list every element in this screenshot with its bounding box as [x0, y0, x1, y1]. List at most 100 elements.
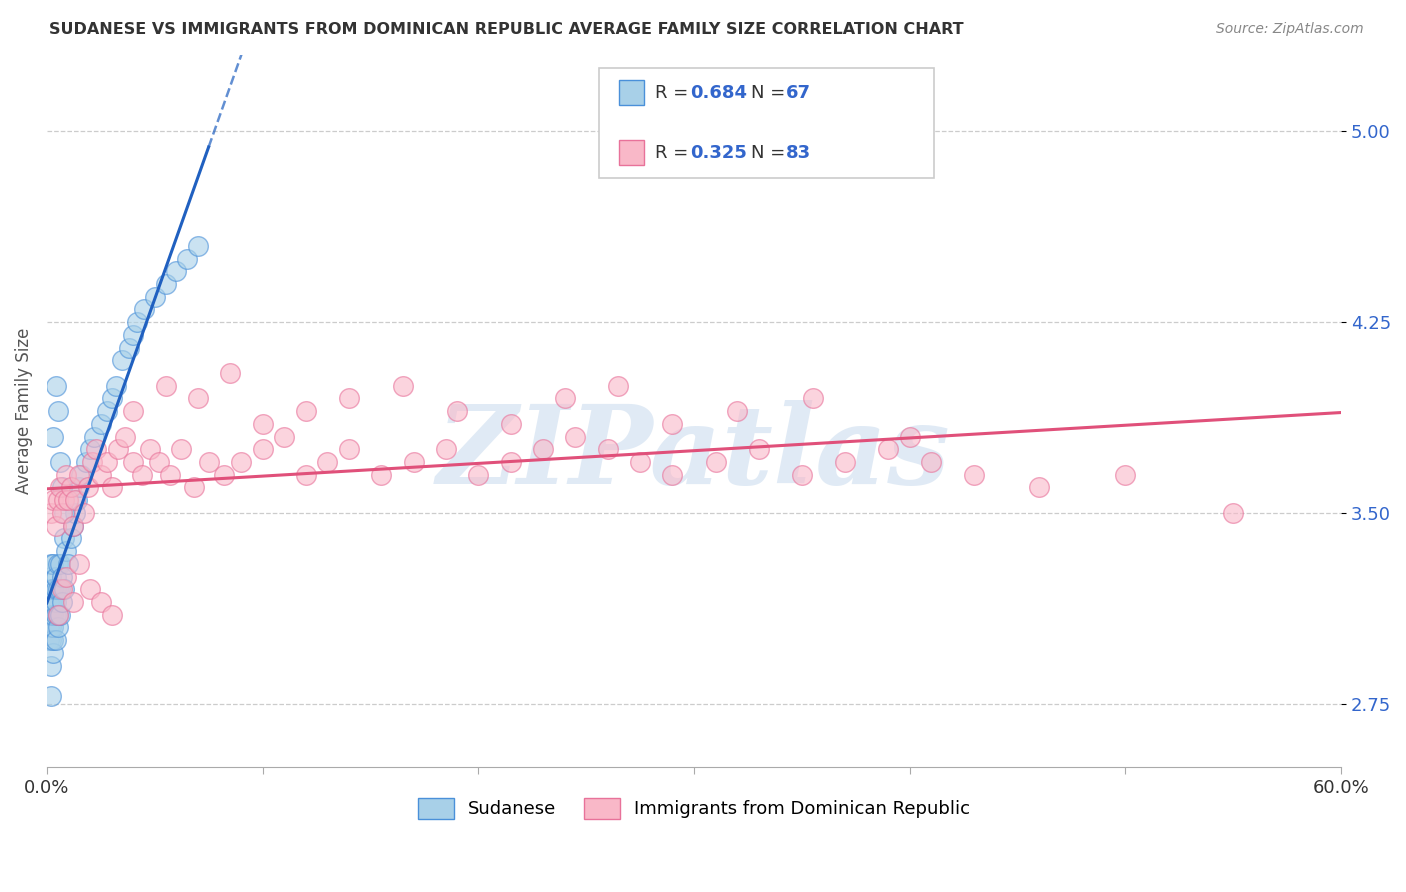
Point — [62, 595, 84, 609]
Point — [252, 442, 274, 457]
Point — [564, 429, 586, 443]
Point — [79, 582, 101, 597]
Point — [42, 633, 65, 648]
Point — [76, 481, 98, 495]
Point — [38, 633, 60, 648]
Point — [63, 506, 86, 520]
Point — [38, 620, 60, 634]
Y-axis label: Average Family Size: Average Family Size — [15, 328, 32, 494]
Point — [183, 481, 205, 495]
Point — [122, 404, 145, 418]
Point — [187, 392, 209, 406]
Point — [790, 467, 813, 482]
Point — [42, 620, 65, 634]
Point — [82, 455, 104, 469]
Point — [39, 658, 62, 673]
Point — [107, 442, 129, 457]
Point — [294, 467, 316, 482]
Point — [44, 518, 66, 533]
Point — [62, 518, 84, 533]
Point — [44, 595, 66, 609]
Point — [72, 506, 94, 520]
Point — [96, 455, 118, 469]
Point — [86, 442, 108, 457]
Point — [51, 481, 73, 495]
Point — [42, 646, 65, 660]
Point — [100, 392, 122, 406]
Point — [1222, 506, 1244, 520]
Point — [67, 481, 90, 495]
Point — [337, 392, 360, 406]
Point — [229, 455, 252, 469]
Point — [53, 532, 76, 546]
Point — [219, 366, 242, 380]
Point — [49, 607, 72, 622]
Point — [337, 442, 360, 457]
Point — [131, 467, 153, 482]
Point — [446, 404, 468, 418]
Point — [55, 467, 77, 482]
Point — [53, 582, 76, 597]
Point — [748, 442, 770, 457]
Point — [42, 595, 65, 609]
Text: Source: ZipAtlas.com: Source: ZipAtlas.com — [1216, 22, 1364, 37]
Point — [1028, 481, 1050, 495]
Point — [159, 467, 181, 482]
Point — [122, 327, 145, 342]
Point — [42, 607, 65, 622]
Point — [42, 582, 65, 597]
Point — [79, 442, 101, 457]
Point — [39, 689, 62, 703]
Point — [46, 620, 69, 634]
Point — [294, 404, 316, 418]
Point — [596, 442, 619, 457]
Point — [118, 341, 141, 355]
Point — [39, 595, 62, 609]
Point — [58, 557, 80, 571]
Point — [49, 455, 72, 469]
Point — [132, 302, 155, 317]
Text: SUDANESE VS IMMIGRANTS FROM DOMINICAN REPUBLIC AVERAGE FAMILY SIZE CORRELATION C: SUDANESE VS IMMIGRANTS FROM DOMINICAN RE… — [49, 22, 965, 37]
Point — [661, 417, 683, 431]
Point — [531, 442, 554, 457]
Point — [67, 467, 90, 482]
Point — [628, 455, 651, 469]
Point — [176, 252, 198, 266]
Point — [39, 557, 62, 571]
Point — [165, 264, 187, 278]
Point — [53, 506, 76, 520]
Point — [70, 467, 93, 482]
Point — [44, 633, 66, 648]
Point — [898, 429, 921, 443]
Point — [46, 493, 69, 508]
Point — [139, 442, 162, 457]
Point — [122, 455, 145, 469]
Point — [39, 633, 62, 648]
Point — [391, 378, 413, 392]
Point — [90, 417, 112, 431]
Point — [273, 429, 295, 443]
Point — [63, 493, 86, 508]
Point — [42, 557, 65, 571]
Point — [920, 455, 942, 469]
Point — [49, 557, 72, 571]
Point — [38, 595, 60, 609]
Point — [661, 467, 683, 482]
Point — [114, 429, 136, 443]
Point — [42, 493, 65, 508]
Point — [66, 493, 89, 508]
Text: 0.684: 0.684 — [690, 84, 748, 102]
Point — [46, 582, 69, 597]
Point — [44, 607, 66, 622]
Text: N =: N = — [751, 144, 790, 161]
Point — [55, 569, 77, 583]
Point — [104, 378, 127, 392]
Point — [44, 569, 66, 583]
Point — [499, 455, 522, 469]
Point — [402, 455, 425, 469]
Point — [44, 378, 66, 392]
Point — [607, 378, 630, 392]
Point — [127, 315, 149, 329]
Point — [75, 455, 97, 469]
Point — [434, 442, 457, 457]
